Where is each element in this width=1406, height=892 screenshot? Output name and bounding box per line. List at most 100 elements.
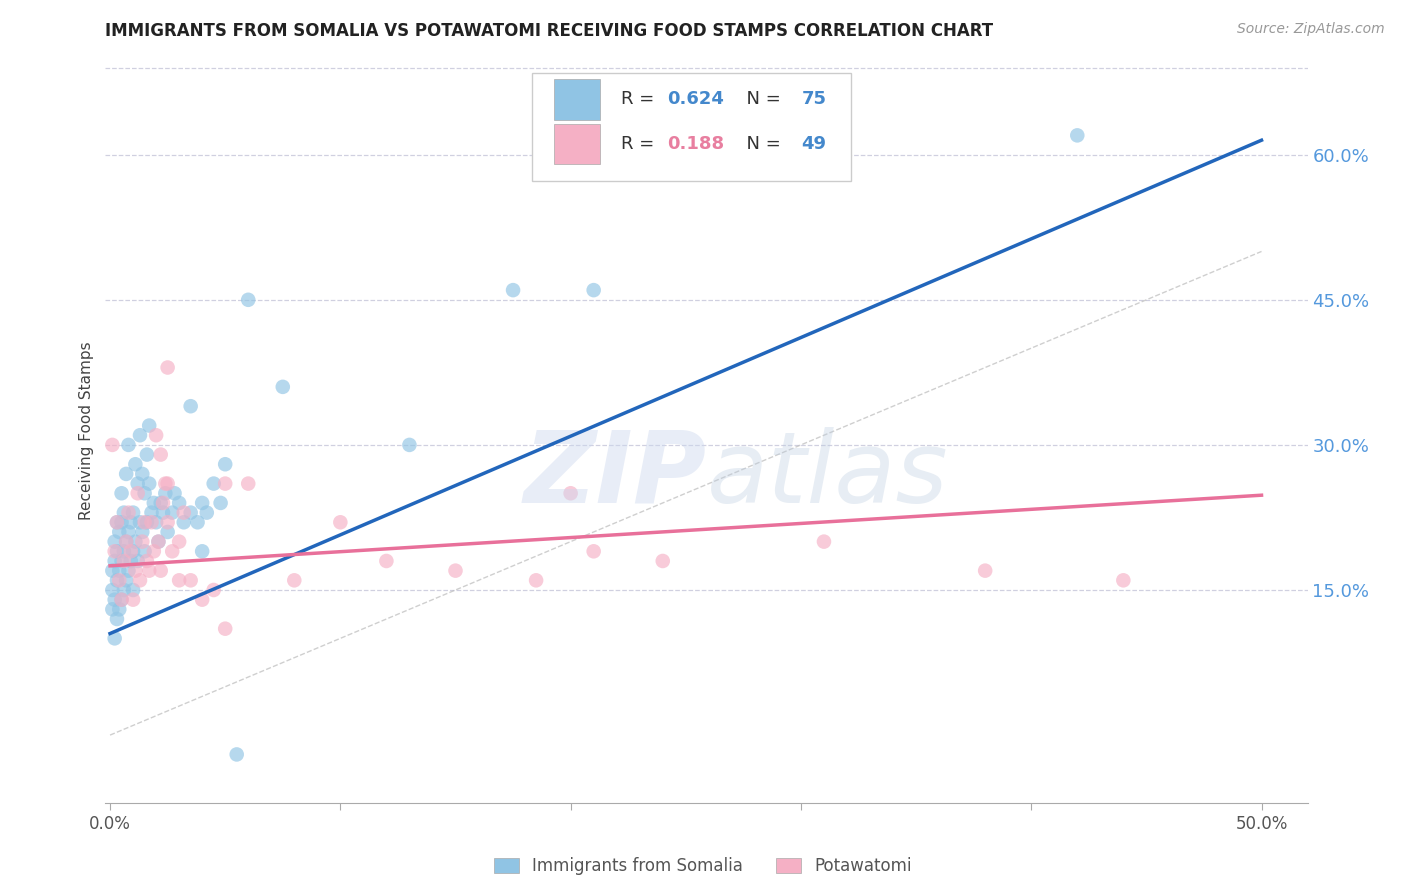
Point: [1066, 128, 1088, 143]
Point: [375, 554, 398, 568]
Point: [112, 506, 135, 520]
Text: 0.188: 0.188: [666, 135, 724, 153]
Point: [110, 592, 132, 607]
Point: [108, 564, 131, 578]
Text: IMMIGRANTS FROM SOMALIA VS POTAWATOMI RECEIVING FOOD STAMPS CORRELATION CHART: IMMIGRANTS FROM SOMALIA VS POTAWATOMI RE…: [105, 22, 994, 40]
Point: [105, 516, 128, 530]
Point: [127, 554, 149, 568]
Point: [560, 486, 582, 500]
Point: [112, 554, 135, 568]
Point: [524, 574, 547, 588]
Point: [105, 574, 128, 588]
Point: [398, 438, 420, 452]
Point: [271, 380, 294, 394]
Point: [110, 516, 132, 530]
Point: [156, 524, 179, 539]
Point: [120, 544, 142, 558]
Point: [115, 534, 138, 549]
Point: [127, 486, 149, 500]
Point: [502, 283, 524, 297]
Point: [101, 582, 124, 597]
Point: [129, 516, 152, 530]
Point: [135, 516, 157, 530]
Point: [115, 574, 138, 588]
Point: [131, 534, 153, 549]
FancyBboxPatch shape: [554, 123, 599, 164]
Point: [117, 524, 139, 539]
Point: [1112, 574, 1135, 588]
Point: [225, 747, 247, 762]
Point: [167, 496, 190, 510]
Point: [974, 564, 997, 578]
Point: [173, 516, 195, 530]
Point: [115, 534, 138, 549]
Point: [127, 476, 149, 491]
Point: [138, 564, 160, 578]
Point: [141, 506, 163, 520]
Point: [444, 564, 467, 578]
Text: 49: 49: [801, 135, 827, 153]
Point: [120, 554, 142, 568]
Point: [162, 544, 183, 558]
Text: ZIP: ZIP: [523, 426, 707, 524]
Y-axis label: Receiving Food Stamps: Receiving Food Stamps: [79, 341, 94, 520]
FancyBboxPatch shape: [533, 73, 851, 181]
Point: [142, 544, 165, 558]
Point: [238, 476, 260, 491]
Point: [582, 283, 605, 297]
Point: [214, 457, 236, 471]
Point: [214, 622, 236, 636]
Point: [135, 554, 157, 568]
Point: [145, 428, 167, 442]
Point: [104, 554, 127, 568]
Point: [283, 574, 305, 588]
Point: [813, 167, 835, 181]
Text: N =: N =: [735, 135, 787, 153]
Point: [202, 476, 225, 491]
Point: [155, 486, 177, 500]
Point: [209, 496, 232, 510]
Legend: Immigrants from Somalia, Potawatomi: Immigrants from Somalia, Potawatomi: [485, 849, 921, 884]
Point: [101, 602, 124, 616]
Text: R =: R =: [621, 135, 661, 153]
Point: [651, 554, 673, 568]
Point: [173, 506, 195, 520]
Point: [156, 516, 179, 530]
Text: atlas: atlas: [707, 426, 948, 524]
Point: [131, 524, 153, 539]
Point: [124, 457, 146, 471]
Point: [110, 554, 132, 568]
Point: [112, 582, 135, 597]
Point: [195, 506, 218, 520]
Point: [105, 516, 128, 530]
Point: [122, 544, 145, 558]
Point: [124, 534, 146, 549]
Point: [162, 506, 183, 520]
Point: [117, 564, 139, 578]
Point: [191, 496, 214, 510]
Text: 0.624: 0.624: [666, 90, 724, 108]
Point: [152, 506, 174, 520]
Point: [148, 534, 170, 549]
Point: [180, 574, 202, 588]
Point: [108, 574, 131, 588]
Point: [155, 476, 177, 491]
Point: [141, 516, 163, 530]
Point: [124, 564, 146, 578]
Point: [104, 632, 127, 646]
Point: [180, 506, 202, 520]
Point: [110, 486, 132, 500]
Point: [191, 544, 214, 558]
Point: [149, 496, 172, 510]
Text: 75: 75: [801, 90, 827, 108]
Text: Source: ZipAtlas.com: Source: ZipAtlas.com: [1237, 22, 1385, 37]
Point: [104, 544, 127, 558]
Point: [149, 564, 172, 578]
Point: [134, 516, 156, 530]
Point: [105, 544, 128, 558]
Point: [187, 516, 209, 530]
Point: [582, 544, 605, 558]
Point: [105, 612, 128, 626]
Point: [214, 476, 236, 491]
Point: [813, 534, 835, 549]
